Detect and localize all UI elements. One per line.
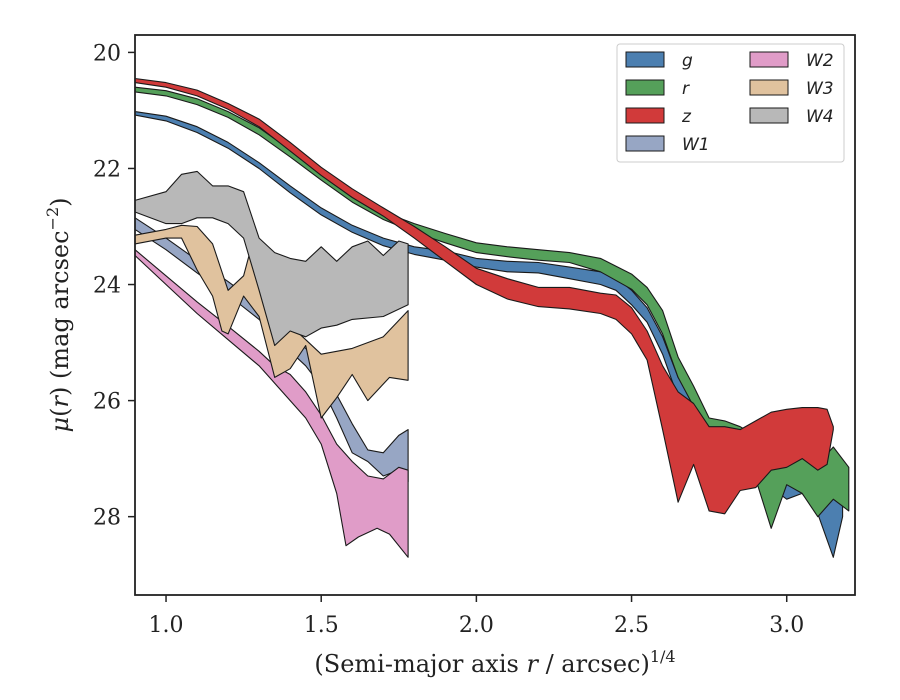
legend-swatch-w4 [749,107,789,124]
y-tick-label: 20 [93,41,121,66]
plot-frame [134,34,856,596]
legend-label-w4: W4 [806,107,834,127]
series-areas [134,77,850,558]
y-tick-label: 24 [93,274,121,299]
legend-label-w1: W1 [682,135,710,155]
legend-label-r: r [682,79,690,99]
series-area-w4 [134,170,409,347]
legend-swatch-g [625,51,665,68]
x-tick-label: 2.0 [459,613,494,638]
y-tick-label: 22 [93,157,121,182]
legend-label-w3: W3 [806,79,834,99]
legend-swatch-z [625,107,665,124]
legend-swatch-w3 [749,79,789,96]
legend-swatch-r [625,79,665,96]
legend-swatch-w1 [625,135,665,152]
legend-label-g: g [682,51,693,71]
legend-box [616,43,845,163]
legend-label-z: z [681,107,692,127]
series-area-z [134,77,834,515]
y-axis: 20 22 24 26 28 [93,41,135,531]
y-tick-label: 26 [93,390,121,415]
x-tick-label: 2.5 [614,613,649,638]
x-tick-label: 3.0 [769,613,804,638]
x-axis: 1.0 1.5 2.0 2.5 3.0 [149,595,804,638]
x-tick-label: 1.0 [149,613,184,638]
y-axis-label: μ(r) (mag arcsec−2) [43,197,74,432]
x-axis-label: (Semi-major axis r / arcsec)1/4 [314,647,675,678]
x-tick-label: 1.5 [304,613,339,638]
y-tick-label: 28 [93,506,121,531]
series-area-g [134,111,844,558]
legend: grz W1 W2 W3 W4 [616,43,845,163]
legend-label-w2: W2 [806,51,834,71]
legend-swatch-w2 [749,51,789,68]
